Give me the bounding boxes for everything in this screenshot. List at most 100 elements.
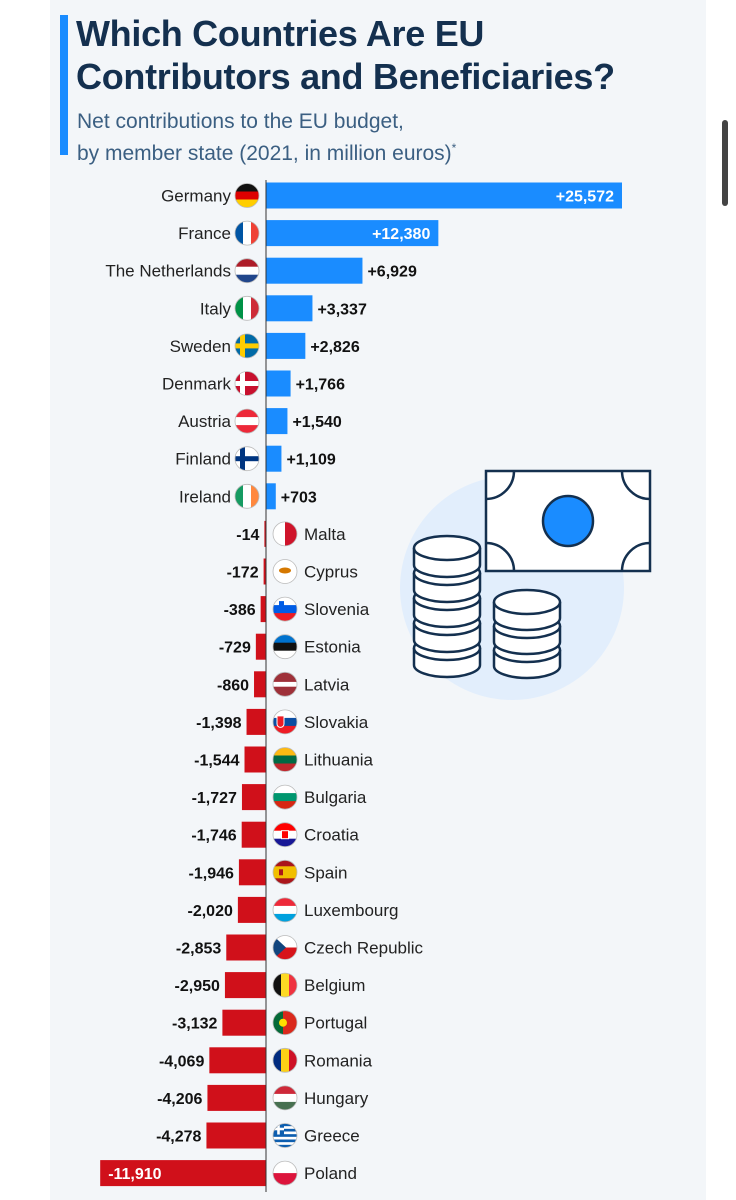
value-label-the-netherlands: +6,929 (367, 264, 416, 281)
bar-cyprus (263, 558, 266, 585)
country-label-latvia: Latvia (304, 675, 350, 694)
country-label-sweden: Sweden (170, 337, 231, 356)
value-label-denmark: +1,766 (296, 377, 345, 394)
bar-row-portugal: Portugal -3,132 (172, 1009, 367, 1036)
country-label-malta: Malta (304, 525, 346, 544)
country-label-denmark: Denmark (162, 375, 231, 394)
bar-czech-republic (226, 934, 266, 961)
value-label-ireland: +703 (281, 489, 317, 506)
poland-flag-icon (272, 1160, 298, 1186)
left-margin (0, 0, 50, 1200)
value-label-belgium: -2,950 (175, 978, 220, 995)
greece-flag-icon (272, 1123, 298, 1148)
value-label-finland: +1,109 (286, 452, 335, 469)
chart-subtitle: Net contributions to the EU budget, by m… (77, 108, 677, 167)
country-label-croatia: Croatia (304, 826, 359, 845)
bar-row-france: France +12,380 (178, 220, 439, 247)
value-label-croatia: -1,746 (191, 828, 236, 845)
country-label-greece: Greece (304, 1127, 360, 1146)
scrollbar-thumb[interactable] (722, 120, 728, 206)
portugal-flag-icon (272, 1010, 298, 1036)
money-and-coins-icon (400, 469, 652, 700)
sweden-flag-icon (234, 333, 260, 359)
country-label-lithuania: Lithuania (304, 751, 374, 770)
right-margin (706, 0, 736, 1200)
bar-latvia (254, 671, 266, 698)
value-label-poland: -11,910 (108, 1166, 161, 1183)
value-label-spain: -1,946 (189, 865, 234, 882)
bar-row-estonia: Estonia -729 (219, 633, 361, 660)
bar-portugal (222, 1009, 266, 1036)
bar-sweden (266, 332, 306, 359)
netherlands-flag-icon (234, 258, 260, 284)
bar-row-the-netherlands: The Netherlands +6,929 (105, 257, 417, 284)
country-label-romania: Romania (304, 1051, 373, 1070)
value-label-slovenia: -386 (224, 602, 256, 619)
bar-row-germany: Germany +25,572 (161, 182, 622, 209)
slovenia-flag-icon (272, 596, 298, 622)
country-label-slovenia: Slovenia (304, 600, 370, 619)
bar-row-spain: Spain -1,946 (189, 859, 347, 886)
country-label-france: France (178, 224, 231, 243)
value-label-germany: +25,572 (556, 189, 614, 206)
value-label-france: +12,380 (372, 226, 430, 243)
bar-slovakia (246, 708, 266, 735)
malta-flag-icon (272, 521, 298, 547)
slovakia-flag-icon (272, 709, 298, 735)
bar-romania (209, 1047, 266, 1074)
bar-row-luxembourg: Luxembourg -2,020 (188, 896, 399, 923)
france-flag-icon (234, 220, 260, 246)
value-label-cyprus: -172 (227, 565, 259, 582)
value-label-czech-republic: -2,853 (176, 941, 221, 958)
value-label-estonia: -729 (219, 640, 251, 657)
bar-row-ireland: Ireland +703 (179, 483, 317, 510)
country-label-hungary: Hungary (304, 1089, 369, 1108)
footnote-marker: * (451, 141, 457, 155)
bar-row-romania: Romania -4,069 (159, 1047, 373, 1074)
country-label-czech-republic: Czech Republic (304, 939, 424, 958)
chart-title-line-2: Contributors and Beneficiaries? (76, 56, 615, 97)
bar-row-latvia: Latvia -860 (217, 671, 350, 698)
value-label-portugal: -3,132 (172, 1016, 217, 1033)
bar-row-italy: Italy +3,337 (200, 295, 367, 322)
chart-subtitle-text: by member state (2021, in million euros) (77, 142, 452, 165)
bar-row-cyprus: Cyprus -172 (227, 558, 358, 585)
value-label-luxembourg: -2,020 (188, 903, 233, 920)
bar-hungary (207, 1084, 266, 1111)
bar-bulgaria (241, 784, 266, 811)
chart-subtitle-line-2: by member state (2021, in million euros)… (77, 135, 677, 167)
bar-row-malta: Malta -14 (236, 520, 346, 547)
bar-france (266, 220, 439, 247)
country-label-poland: Poland (304, 1164, 357, 1183)
romania-flag-icon (272, 1047, 298, 1073)
bar-spain (238, 859, 266, 886)
country-label-cyprus: Cyprus (304, 563, 358, 582)
bar-slovenia (260, 596, 266, 623)
country-label-ireland: Ireland (179, 487, 231, 506)
value-label-slovakia: -1,398 (196, 715, 241, 732)
bar-row-denmark: Denmark +1,766 (162, 370, 345, 397)
bar-estonia (255, 633, 266, 660)
bar-finland (266, 445, 282, 472)
country-label-luxembourg: Luxembourg (304, 901, 399, 920)
cyprus-flag-icon (272, 559, 298, 584)
value-label-latvia: -860 (217, 677, 249, 694)
italy-flag-icon (234, 295, 260, 321)
value-label-greece: -4,278 (156, 1129, 201, 1146)
bar-greece (206, 1122, 266, 1149)
country-label-the-netherlands: The Netherlands (105, 262, 231, 281)
bar-ireland (266, 483, 276, 510)
bar-belgium (224, 972, 266, 999)
bar-row-greece: Greece -4,278 (156, 1122, 360, 1149)
latvia-flag-icon (272, 671, 298, 697)
bar-denmark (266, 370, 291, 397)
austria-flag-icon (234, 408, 260, 434)
bar-malta (264, 520, 266, 547)
title-accent-bar (60, 15, 68, 155)
country-label-estonia: Estonia (304, 638, 361, 657)
estonia-flag-icon (272, 634, 298, 660)
bar-germany (266, 182, 622, 209)
chart-title: Which Countries Are EU Contributors and … (76, 12, 696, 98)
bar-row-bulgaria: Bulgaria -1,727 (192, 784, 367, 811)
bar-row-slovakia: Slovakia -1,398 (196, 708, 369, 735)
